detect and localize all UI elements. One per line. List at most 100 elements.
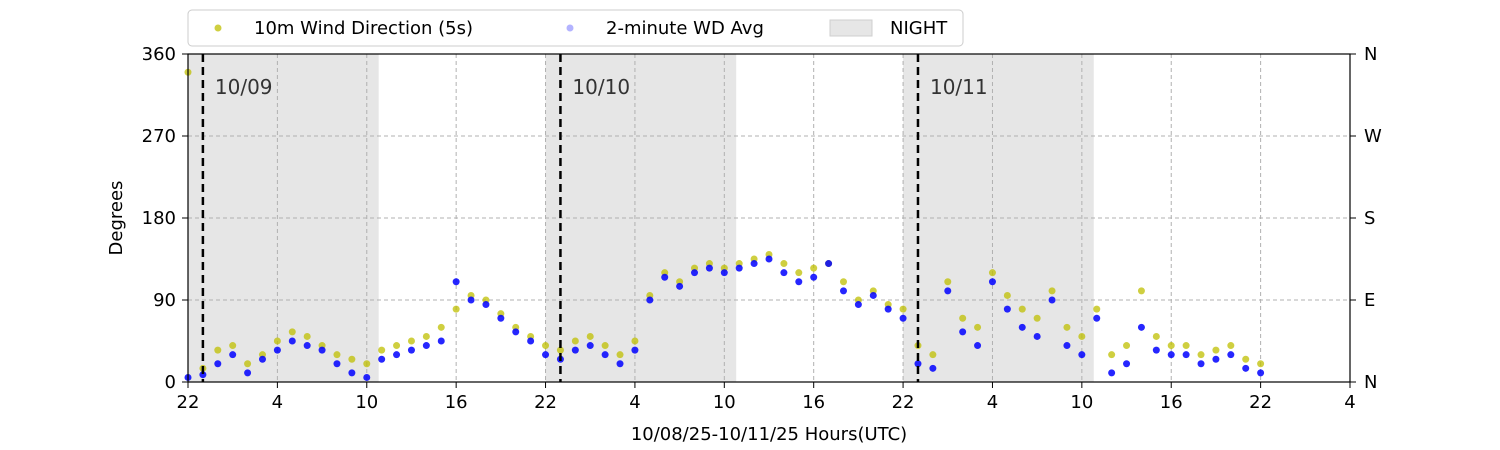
y-tick-label-0: 0 xyxy=(165,372,176,393)
wd-avg-point xyxy=(527,337,535,345)
day-label-2: 10/11 xyxy=(930,75,988,99)
wd-avg-point xyxy=(1257,369,1265,377)
wd-avg-point xyxy=(750,260,758,268)
wd-avg-point xyxy=(482,301,490,309)
wd-avg-point xyxy=(407,346,415,354)
wd-avg-point xyxy=(1227,351,1235,359)
legend-label-wind-direction: 10m Wind Direction (5s) xyxy=(254,18,473,39)
wind-direction-point xyxy=(303,332,311,340)
wind-direction-point xyxy=(556,346,564,354)
legend-label-night: NIGHT xyxy=(890,18,948,39)
wd-avg-point xyxy=(378,355,386,363)
legend-marker-wd-avg xyxy=(566,24,574,32)
y-tick-label-1: 90 xyxy=(153,290,176,311)
legend: 10m Wind Direction (5s) 2-minute WD Avg … xyxy=(187,9,964,47)
wd-avg-point xyxy=(437,337,445,345)
wd-avg-point xyxy=(1182,351,1190,359)
wd-avg-point xyxy=(422,342,430,350)
x-tick-label-12: 22 xyxy=(1249,392,1272,413)
legend-label-wd-avg: 2-minute WD Avg xyxy=(606,18,764,39)
x-tick-label-0: 22 xyxy=(177,392,200,413)
wd-avg-point xyxy=(1242,364,1250,372)
x-tick-label-5: 4 xyxy=(629,392,640,413)
wd-avg-point xyxy=(244,369,252,377)
wd-avg-point xyxy=(765,255,773,263)
wind-direction-point xyxy=(422,332,430,340)
wd-avg-point xyxy=(616,360,624,368)
x-tick-label-9: 4 xyxy=(987,392,998,413)
wd-avg-point xyxy=(914,360,922,368)
wind-direction-point xyxy=(944,278,952,286)
wd-avg-point xyxy=(393,351,401,359)
wd-avg-point xyxy=(348,369,356,377)
wd-avg-point xyxy=(929,364,937,372)
wd-avg-point xyxy=(944,287,952,295)
wind-direction-point xyxy=(1003,291,1011,299)
wd-avg-point xyxy=(691,269,699,277)
wd-avg-point xyxy=(676,282,684,290)
wind-direction-point xyxy=(988,269,996,277)
wd-avg-point xyxy=(1078,351,1086,359)
wd-avg-point xyxy=(795,278,803,286)
wd-avg-point xyxy=(825,260,833,268)
wd-avg-point xyxy=(571,346,579,354)
wd-avg-point xyxy=(601,351,609,359)
wind-direction-point xyxy=(1123,342,1131,350)
wd-avg-point xyxy=(229,351,237,359)
wd-avg-point xyxy=(869,291,877,299)
x-tick-label-8: 22 xyxy=(892,392,915,413)
legend-patch-night xyxy=(829,19,873,37)
wind-direction-point xyxy=(378,346,386,354)
wd-avg-point xyxy=(1167,351,1175,359)
wd-avg-point xyxy=(1093,314,1101,322)
wd-avg-point xyxy=(959,328,967,336)
day-boundary-layer: 10/09 10/10 10/11 xyxy=(201,54,988,382)
wd-avg-point xyxy=(839,287,847,295)
wind-direction-point xyxy=(1018,305,1026,313)
x-tick-label-11: 16 xyxy=(1160,392,1183,413)
wd-avg-point xyxy=(705,264,713,272)
night-shading-layer xyxy=(188,54,1094,382)
wind-direction-point xyxy=(214,346,222,354)
wind-direction-point xyxy=(407,337,415,345)
wind-direction-point xyxy=(586,332,594,340)
wind-direction-point xyxy=(839,278,847,286)
wind-direction-point xyxy=(542,342,550,350)
legend-box xyxy=(187,9,964,47)
x-tick-label-1: 4 xyxy=(272,392,283,413)
right-tick-label-1: E xyxy=(1364,290,1375,311)
wd-avg-point xyxy=(467,296,475,304)
wind-direction-point xyxy=(571,337,579,345)
night-band-1 xyxy=(545,54,737,382)
average-layer xyxy=(184,255,1265,381)
wd-avg-point xyxy=(1108,369,1116,377)
x-tick-label-6: 10 xyxy=(713,392,736,413)
wd-avg-point xyxy=(1212,355,1220,363)
wd-avg-point xyxy=(1018,323,1026,331)
wind-direction-point xyxy=(1078,332,1086,340)
wd-avg-point xyxy=(1123,360,1131,368)
x-tick-label-3: 16 xyxy=(445,392,468,413)
wind-direction-point xyxy=(273,337,281,345)
wd-avg-point xyxy=(899,314,907,322)
wind-direction-point xyxy=(974,323,982,331)
x-tick-label-7: 16 xyxy=(802,392,825,413)
wd-avg-point xyxy=(1048,296,1056,304)
wd-avg-point xyxy=(810,273,818,281)
night-band-2 xyxy=(903,54,1094,382)
wd-avg-point xyxy=(586,342,594,350)
wind-direction-point xyxy=(929,351,937,359)
wd-avg-point xyxy=(1152,346,1160,354)
x-tick-label-4: 22 xyxy=(534,392,557,413)
wd-avg-point xyxy=(646,296,654,304)
wind-direction-point xyxy=(288,328,296,336)
wd-avg-point xyxy=(1063,342,1071,350)
wd-avg-point xyxy=(884,305,892,313)
wind-direction-point xyxy=(616,351,624,359)
wd-avg-point xyxy=(512,328,520,336)
wind-direction-point xyxy=(1257,360,1265,368)
wind-direction-point xyxy=(437,323,445,331)
wind-direction-point xyxy=(363,360,371,368)
wind-direction-point xyxy=(1033,314,1041,322)
y-tick-label-3: 270 xyxy=(142,126,176,147)
